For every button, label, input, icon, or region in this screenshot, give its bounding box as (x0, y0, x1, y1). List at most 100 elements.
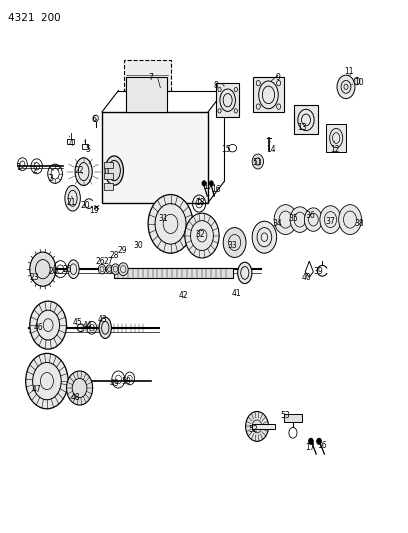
Text: 29: 29 (118, 246, 127, 255)
Text: 46: 46 (34, 324, 44, 332)
Bar (253, 77, 284, 112)
Ellipse shape (237, 262, 252, 284)
Circle shape (308, 438, 313, 445)
Circle shape (274, 205, 297, 235)
Circle shape (67, 371, 93, 405)
Text: 25: 25 (62, 265, 72, 273)
Text: 4321  200: 4321 200 (8, 13, 61, 23)
Text: 33: 33 (228, 241, 237, 249)
Text: 2: 2 (32, 166, 37, 175)
Ellipse shape (99, 317, 111, 338)
Text: 34: 34 (273, 220, 282, 228)
Text: 15: 15 (222, 145, 231, 154)
Text: 35: 35 (289, 214, 299, 223)
Circle shape (252, 154, 264, 169)
Text: 16: 16 (211, 185, 221, 193)
Text: 19: 19 (89, 206, 99, 215)
Bar (104, 162, 113, 168)
Text: 11: 11 (344, 68, 354, 76)
Text: 1: 1 (16, 164, 21, 172)
Text: 18: 18 (195, 198, 205, 207)
Text: 7: 7 (149, 73, 153, 82)
Text: 22: 22 (75, 166, 84, 175)
Text: 20: 20 (81, 201, 91, 209)
Text: 30: 30 (134, 241, 144, 249)
FancyBboxPatch shape (124, 60, 171, 91)
Text: 50: 50 (122, 377, 131, 385)
Text: 27: 27 (103, 257, 113, 265)
Bar (294, 105, 318, 134)
Text: 37: 37 (326, 217, 335, 225)
Text: 21: 21 (67, 198, 76, 207)
Circle shape (209, 181, 213, 186)
Text: 39: 39 (313, 268, 323, 276)
Text: 38: 38 (354, 220, 364, 228)
Text: 47: 47 (32, 385, 42, 393)
Ellipse shape (75, 158, 92, 185)
Circle shape (148, 195, 193, 253)
Text: 41: 41 (232, 289, 242, 297)
Text: 51: 51 (252, 158, 262, 167)
Bar (82, 144, 88, 149)
Bar (114, 268, 233, 278)
Text: 32: 32 (195, 230, 205, 239)
Text: 23: 23 (30, 273, 40, 281)
Bar (326, 124, 346, 152)
Circle shape (337, 75, 355, 99)
Circle shape (26, 353, 68, 409)
Text: 12: 12 (330, 145, 339, 154)
Circle shape (98, 264, 106, 274)
Circle shape (246, 411, 268, 441)
Text: 13: 13 (297, 124, 307, 132)
Circle shape (202, 181, 206, 186)
Text: 42: 42 (179, 292, 188, 300)
Circle shape (30, 301, 67, 349)
Text: 10: 10 (354, 78, 364, 87)
Circle shape (111, 264, 120, 274)
Text: 4: 4 (69, 140, 74, 148)
Text: 53: 53 (281, 411, 290, 420)
Bar (252, 424, 275, 429)
Text: 44: 44 (83, 321, 93, 329)
Text: 49: 49 (109, 379, 119, 388)
Bar (104, 173, 113, 179)
Circle shape (118, 263, 128, 276)
Text: 9: 9 (275, 73, 280, 82)
Text: 43: 43 (97, 316, 107, 324)
Text: 14: 14 (266, 145, 276, 154)
Ellipse shape (65, 185, 80, 211)
Text: 16: 16 (317, 441, 327, 449)
Bar (126, 77, 167, 112)
Text: 45: 45 (73, 318, 82, 327)
Circle shape (30, 252, 56, 286)
Circle shape (223, 228, 246, 257)
Bar (67, 139, 74, 144)
Text: 40: 40 (301, 273, 311, 281)
Circle shape (290, 207, 310, 232)
Circle shape (106, 265, 113, 273)
Bar (104, 183, 113, 190)
Bar (216, 83, 239, 117)
Text: 24: 24 (48, 268, 58, 276)
Bar (102, 112, 208, 203)
Circle shape (339, 205, 361, 235)
Circle shape (354, 77, 360, 85)
Ellipse shape (68, 260, 79, 278)
Text: 48: 48 (71, 393, 80, 401)
Text: 26: 26 (95, 257, 105, 265)
Text: 52: 52 (248, 425, 258, 433)
Circle shape (185, 213, 219, 258)
Text: 6: 6 (91, 116, 96, 124)
Circle shape (320, 206, 341, 233)
Text: 8: 8 (214, 81, 219, 90)
Ellipse shape (105, 156, 124, 185)
Circle shape (304, 208, 322, 231)
Bar (284, 414, 302, 422)
Text: 17: 17 (305, 443, 315, 452)
Text: 36: 36 (305, 212, 315, 220)
Text: 17: 17 (203, 182, 213, 191)
Text: 31: 31 (158, 214, 168, 223)
Text: 28: 28 (109, 252, 119, 260)
Text: 3: 3 (49, 174, 53, 183)
Text: 5: 5 (85, 145, 90, 154)
